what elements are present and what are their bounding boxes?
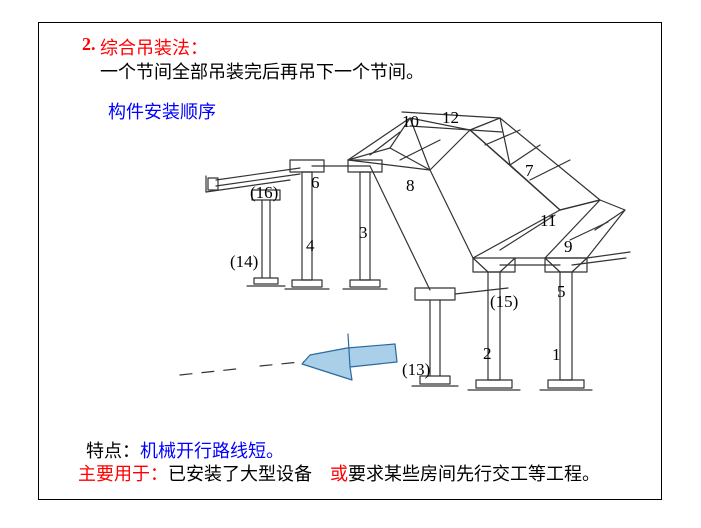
use-text-red: 或: [330, 460, 348, 486]
use-text-2: 要求某些房间先行交工等工程。: [348, 460, 600, 486]
use-text-1: 已安装了大型设备: [168, 460, 312, 486]
use-label: 主要用于：: [78, 460, 168, 486]
diagram-label: (16): [250, 183, 278, 203]
side-label: 构件安装顺序: [108, 98, 216, 124]
diagram-label: 4: [306, 236, 315, 256]
diagram-label: 1: [552, 345, 561, 365]
diagram-label: 3: [359, 223, 368, 243]
diagram-label: 9: [564, 237, 573, 257]
heading-number: 2.: [82, 34, 96, 55]
diagram-label: 11: [540, 211, 556, 231]
content-frame: [38, 22, 662, 500]
heading-subtitle: 一个节间全部吊装完后再吊下一个节间。: [100, 58, 424, 84]
diagram-label: 6: [311, 173, 320, 193]
diagram-label: (13): [402, 360, 430, 380]
diagram-label: 7: [525, 161, 534, 181]
diagram-label: 2: [483, 344, 492, 364]
diagram-label: 12: [442, 108, 459, 128]
diagram-label: 8: [406, 176, 415, 196]
diagram-label: (14): [230, 252, 258, 272]
diagram-label: 10: [402, 112, 419, 132]
diagram-label: 5: [557, 282, 566, 302]
heading-title: 综合吊装法：: [100, 34, 208, 60]
diagram-label: (15): [490, 292, 518, 312]
